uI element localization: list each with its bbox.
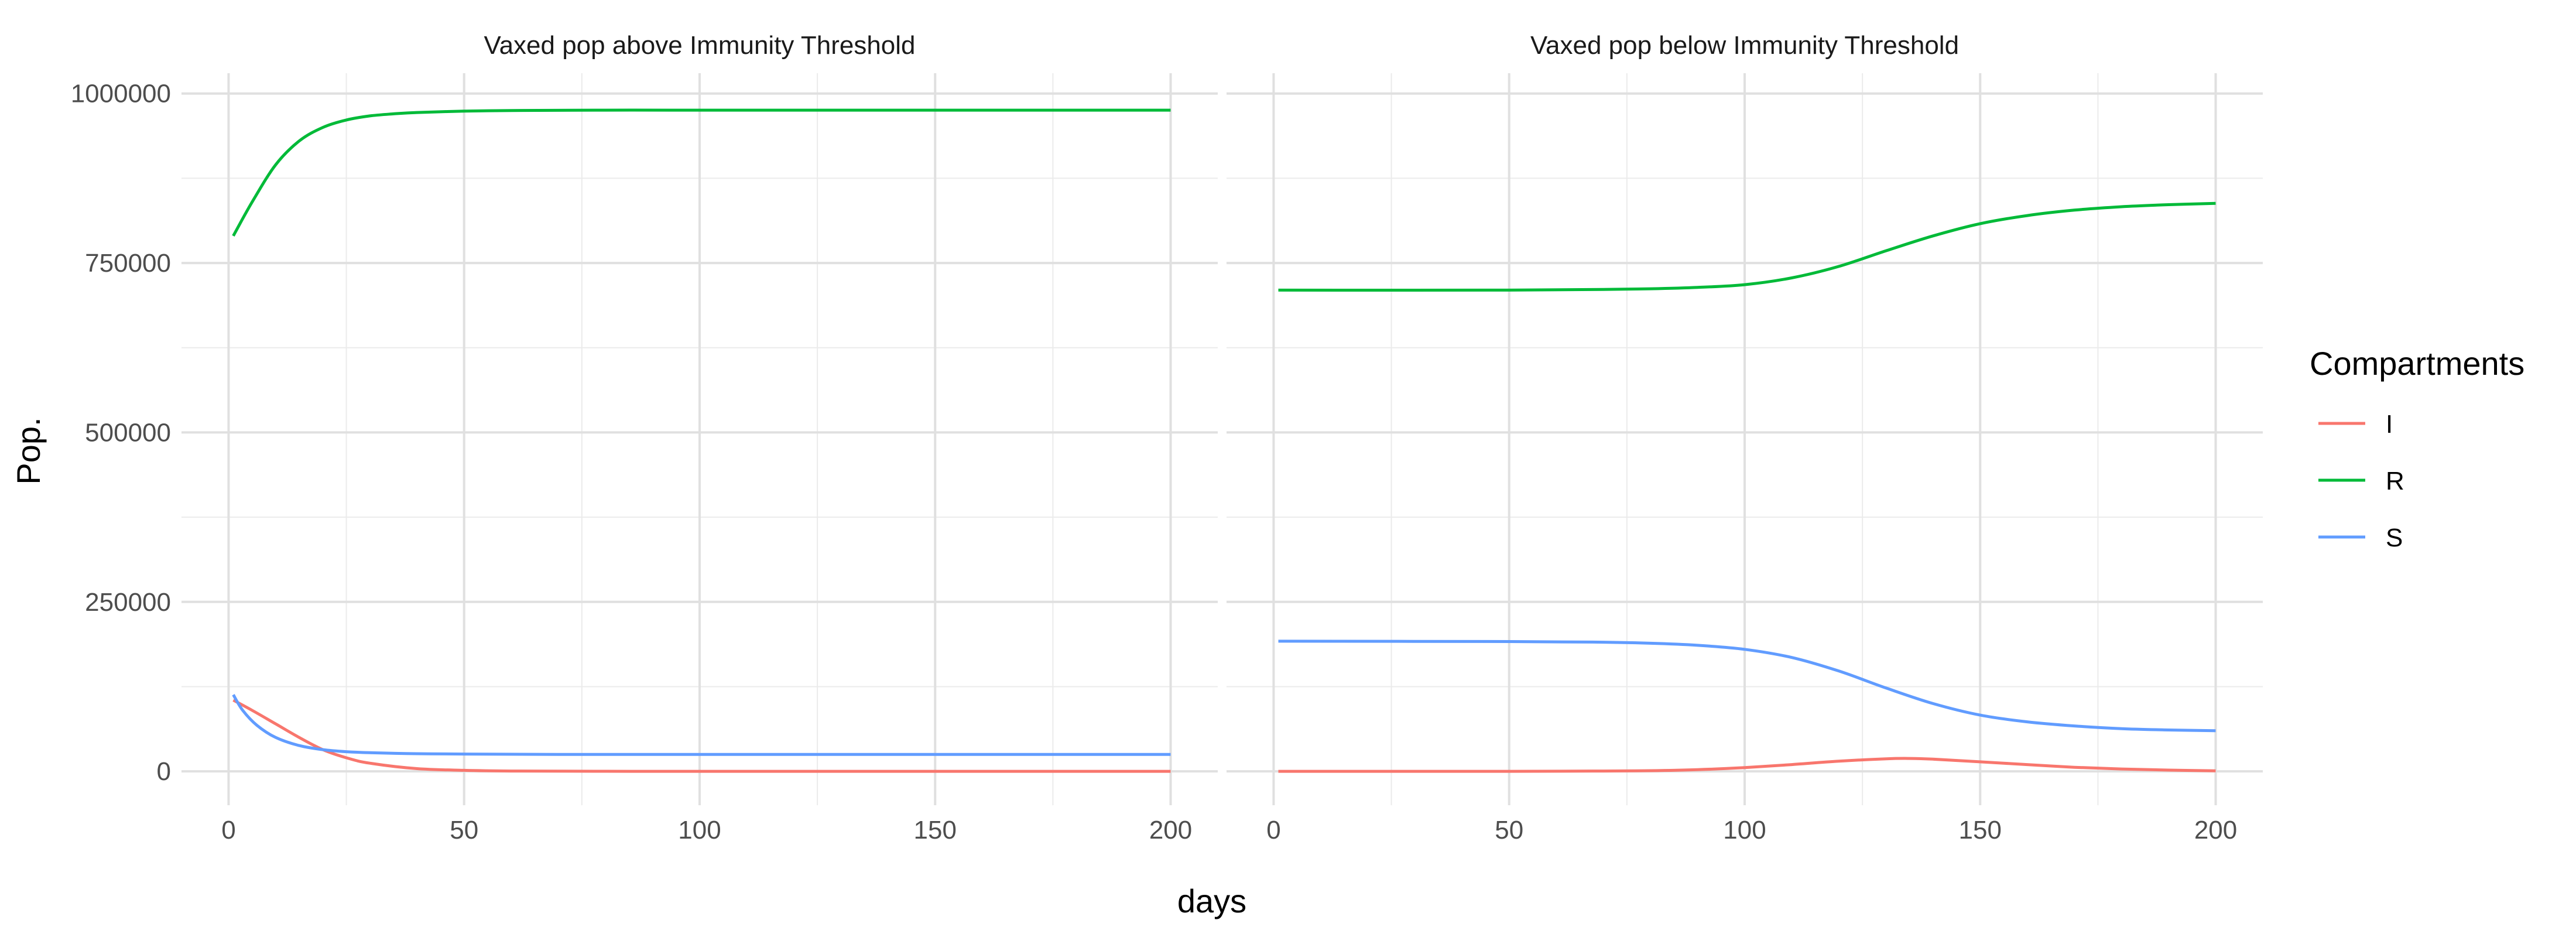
panel-2: Vaxed pop below Immunity Threshold 0 50 100… bbox=[1227, 31, 2263, 844]
series-line-s bbox=[232, 694, 1171, 756]
legend: Compartments IR S bbox=[2310, 345, 2524, 552]
y-axis-label: Pop. bbox=[10, 417, 47, 484]
panel-title: Vaxed pop below Immunity Threshold bbox=[1530, 31, 1959, 60]
x-tick-label: 50 bbox=[1495, 816, 1523, 844]
x-tick-label: 150 bbox=[914, 816, 957, 844]
x-axis-label: days bbox=[1177, 883, 1246, 919]
x-tick-label: 50 bbox=[450, 816, 478, 844]
legend-title: Compartments bbox=[2310, 345, 2524, 382]
legend-label-s: S bbox=[2386, 524, 2403, 552]
y-tick-label: 250000 bbox=[85, 588, 171, 617]
panel-1: Vaxed pop above Immunity Threshold 0 50 100… bbox=[71, 31, 1218, 844]
x-tick-label: 200 bbox=[1149, 816, 1192, 844]
facet-panels: Vaxed pop above Immunity Threshold 0 50 100… bbox=[71, 31, 2263, 844]
legend-label-r: R bbox=[2386, 467, 2404, 495]
panel-title: Vaxed pop above Immunity Threshold bbox=[484, 31, 915, 60]
y-tick-label: 0 bbox=[157, 757, 171, 786]
legend-label-i: I bbox=[2386, 410, 2393, 439]
series-line-r bbox=[1278, 201, 2216, 292]
y-tick-label: 750000 bbox=[85, 249, 171, 278]
series-line-i bbox=[232, 699, 1171, 773]
x-tick-label: 100 bbox=[1723, 816, 1766, 844]
series-line-r bbox=[232, 108, 1171, 237]
series-line-s bbox=[1278, 640, 2216, 733]
series-line-i bbox=[1278, 757, 2216, 773]
x-tick-label: 0 bbox=[221, 816, 235, 844]
x-tick-label: 100 bbox=[678, 816, 721, 844]
x-tick-label: 200 bbox=[2194, 816, 2237, 844]
y-tick-label: 1000000 bbox=[71, 80, 171, 108]
x-tick-label: 0 bbox=[1266, 816, 1280, 844]
x-tick-label: 150 bbox=[1959, 816, 2002, 844]
y-tick-label: 500000 bbox=[85, 418, 171, 447]
legend-entries: IR S bbox=[2318, 410, 2404, 552]
